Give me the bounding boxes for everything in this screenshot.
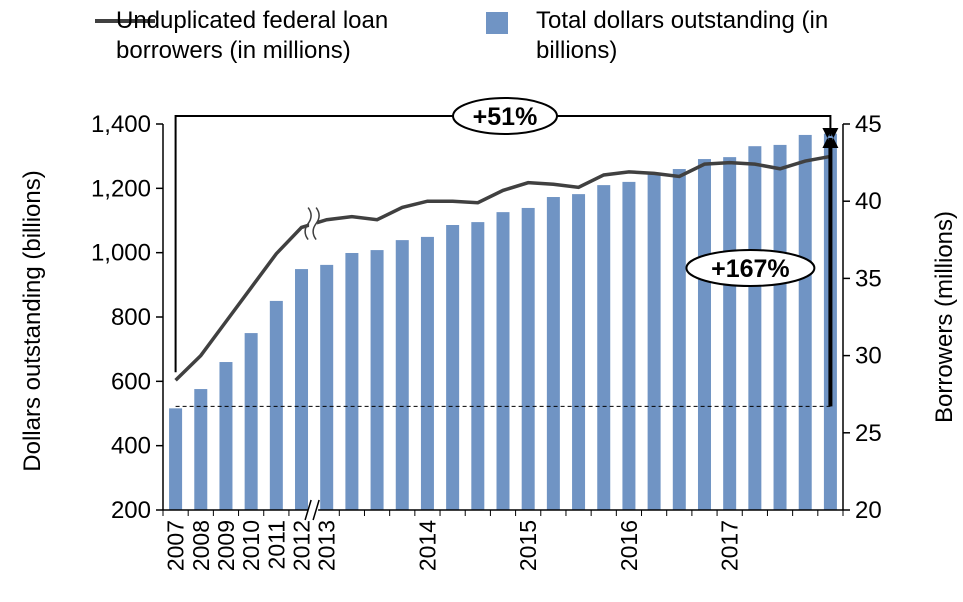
bar (647, 172, 661, 511)
legend-label: Total dollars outstanding (in billions) (536, 7, 829, 64)
y-tick-label: 1,200 (91, 175, 151, 202)
legend-swatch (95, 19, 155, 23)
bar (748, 146, 762, 510)
bar (622, 181, 636, 510)
x-tick-label: 2009 (213, 520, 239, 571)
annotation: +51% (473, 103, 538, 131)
x-tick-label: 2008 (188, 520, 214, 571)
legend-swatch (486, 12, 508, 34)
axis-break (304, 499, 320, 521)
bar (773, 144, 787, 511)
x-tick-label: 2017 (717, 520, 743, 571)
bar (798, 134, 812, 511)
x-tick-label: 2016 (616, 520, 642, 571)
bar (269, 300, 283, 510)
y2-tick-label: 45 (855, 111, 882, 138)
legend-label: Unduplicated federal loan borrowers (in … (116, 7, 389, 64)
annotation: +167% (711, 255, 790, 283)
y-axis-label: Dollars outstanding (billions) (19, 170, 46, 471)
bar (723, 157, 737, 511)
bar (244, 333, 258, 510)
bar (169, 408, 183, 510)
bar (471, 222, 485, 510)
bar (370, 250, 384, 511)
x-tick-label: 2011 (263, 520, 289, 569)
x-tick-label: 2014 (414, 520, 440, 571)
bar (697, 159, 711, 511)
bar (420, 236, 434, 510)
bar (521, 207, 535, 510)
line (174, 154, 831, 382)
y-tick-label: 400 (111, 433, 151, 460)
y2-tick-label: 25 (855, 420, 882, 447)
y-tick-label: 800 (111, 304, 151, 331)
y2-tick-label: 35 (855, 265, 882, 292)
line-break-gap (309, 209, 318, 238)
annotation-oval (452, 97, 558, 135)
x-tick-label: 2015 (515, 520, 541, 571)
bar (345, 252, 359, 510)
bar (446, 225, 460, 510)
bar (672, 169, 686, 511)
bar (295, 269, 309, 510)
y-tick-label: 600 (111, 368, 151, 395)
axis-break-gap (308, 502, 319, 518)
bar (320, 264, 334, 510)
x-tick-label: 2007 (163, 520, 189, 571)
x-tick-label: 2010 (238, 520, 264, 571)
bar (546, 197, 560, 511)
y2-tick-label: 20 (855, 497, 882, 524)
bar (597, 185, 611, 510)
y2-axis-label: Borrowers (millions) (931, 211, 958, 423)
bar (219, 362, 233, 510)
bar (395, 240, 409, 510)
bar (572, 194, 586, 510)
x-tick-label: 2012 (289, 520, 315, 571)
y-tick-label: 1,000 (91, 240, 151, 267)
annotation-oval (685, 249, 816, 287)
y-tick-label: 1,400 (91, 111, 151, 138)
y2-tick-label: 30 (855, 343, 882, 370)
y-tick-label: 200 (111, 497, 151, 524)
bar (496, 212, 510, 511)
arrow-head (822, 128, 839, 148)
x-tick-label: 2013 (314, 520, 340, 571)
y2-tick-label: 40 (855, 188, 882, 215)
bar (194, 389, 208, 510)
line-break (304, 207, 320, 241)
